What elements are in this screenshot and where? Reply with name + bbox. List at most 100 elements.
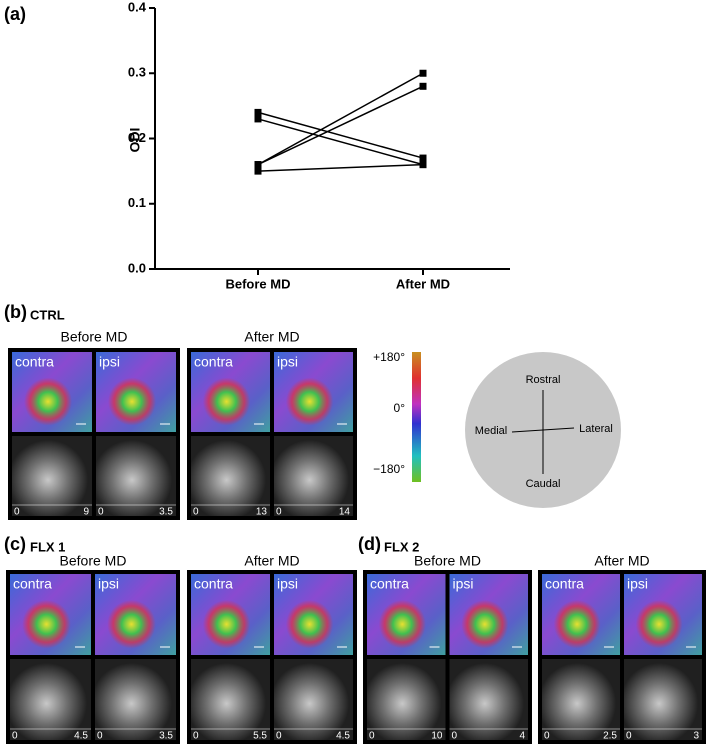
panel-name: FLX 1 — [30, 539, 65, 554]
image-label: ipsi — [277, 576, 298, 592]
data-point — [254, 108, 262, 116]
scale-max: 4 — [519, 731, 525, 742]
amplitude-map — [449, 659, 528, 740]
orientation-label: Medial — [475, 425, 507, 437]
scale-max: 14 — [339, 507, 351, 518]
scale-max: 3.5 — [159, 507, 173, 518]
data-point — [419, 69, 427, 77]
scale-max: 3 — [693, 731, 699, 742]
map-blob — [107, 599, 156, 649]
panel-name: CTRL — [30, 307, 65, 322]
scale-min: 0 — [193, 507, 199, 518]
amplitude-map — [12, 436, 92, 516]
scale-min: 0 — [369, 731, 375, 742]
image-label: contra — [194, 354, 233, 370]
orientation-axis — [511, 427, 575, 433]
colorbar-label: −180° — [373, 462, 405, 476]
data-line — [257, 163, 424, 172]
scale-max: 3.5 — [159, 731, 173, 742]
panel-name: FLX 2 — [384, 539, 419, 554]
colorbar-label: 0° — [394, 401, 406, 415]
group-title: Before MD — [414, 553, 481, 569]
scale-min: 0 — [276, 731, 282, 742]
group-title: Before MD — [61, 329, 128, 345]
y-tick-label: 0.4 — [128, 0, 147, 14]
group-title: After MD — [594, 553, 649, 569]
amplitude-map — [367, 659, 446, 740]
group-title: After MD — [244, 553, 299, 569]
colorbar — [412, 352, 421, 482]
image-label: contra — [15, 354, 54, 370]
amplitude-map — [542, 659, 620, 740]
map-blob — [202, 599, 251, 649]
amplitude-map — [10, 659, 91, 740]
image-label: ipsi — [98, 576, 119, 592]
image-label: ipsi — [277, 354, 298, 370]
amplitude-map — [624, 659, 702, 740]
amplitude-map — [191, 436, 270, 516]
y-tick-label: 0.0 — [128, 260, 146, 275]
map-blob — [635, 599, 683, 649]
amplitude-map — [274, 659, 353, 740]
map-blob — [285, 377, 334, 426]
scale-min: 0 — [544, 731, 550, 742]
map-blob — [202, 377, 251, 426]
group-title: Before MD — [60, 553, 127, 569]
map-blob — [22, 599, 71, 649]
scale-min: 0 — [98, 507, 104, 518]
y-tick-label: 0.1 — [128, 195, 146, 210]
scale-max: 2.5 — [603, 731, 617, 742]
group-title: After MD — [244, 329, 299, 345]
image-label: ipsi — [99, 354, 120, 370]
orientation-label: Lateral — [579, 423, 613, 435]
data-point — [419, 154, 427, 162]
scale-max: 13 — [256, 507, 268, 518]
data-point — [254, 161, 262, 169]
image-label: contra — [370, 576, 409, 592]
scale-min: 0 — [626, 731, 632, 742]
panel-label: (d) — [358, 534, 381, 554]
orientation-label: Caudal — [526, 478, 561, 490]
scale-max: 4.5 — [336, 731, 350, 742]
scale-min: 0 — [193, 731, 199, 742]
image-label: contra — [194, 576, 233, 592]
scale-min: 0 — [97, 731, 103, 742]
amplitude-map — [96, 436, 176, 516]
data-line — [257, 118, 424, 166]
amplitude-map — [191, 659, 270, 740]
image-label: ipsi — [453, 576, 474, 592]
colorbar-label: +180° — [373, 350, 405, 364]
map-blob — [285, 599, 334, 649]
amplitude-map — [274, 436, 353, 516]
amplitude-map — [95, 659, 176, 740]
x-tick-label: After MD — [396, 276, 450, 291]
map-blob — [108, 377, 156, 426]
data-point — [419, 161, 427, 169]
map-blob — [378, 599, 426, 649]
y-tick-label: 0.2 — [128, 130, 146, 145]
scale-min: 0 — [452, 731, 458, 742]
scale-max: 4.5 — [74, 731, 88, 742]
scale-min: 0 — [276, 507, 282, 518]
panel-label: (b) — [4, 302, 27, 322]
orientation-label: Rostral — [526, 374, 561, 386]
image-label: ipsi — [627, 576, 648, 592]
image-label: contra — [13, 576, 52, 592]
image-label: contra — [545, 576, 584, 592]
data-line — [257, 111, 424, 159]
scale-min: 0 — [12, 731, 18, 742]
scale-min: 0 — [14, 507, 20, 518]
x-tick-label: Before MD — [225, 276, 290, 291]
data-point — [419, 82, 427, 90]
data-point — [254, 167, 262, 175]
panel-label: (a) — [4, 4, 26, 24]
y-tick-label: 0.3 — [128, 65, 146, 80]
scale-max: 9 — [83, 507, 89, 518]
scale-max: 10 — [431, 731, 443, 742]
y-axis-label: ODI — [127, 128, 143, 153]
data-line — [257, 85, 424, 166]
map-blob — [24, 377, 72, 426]
data-point — [254, 115, 262, 123]
scale-max: 5.5 — [253, 731, 267, 742]
